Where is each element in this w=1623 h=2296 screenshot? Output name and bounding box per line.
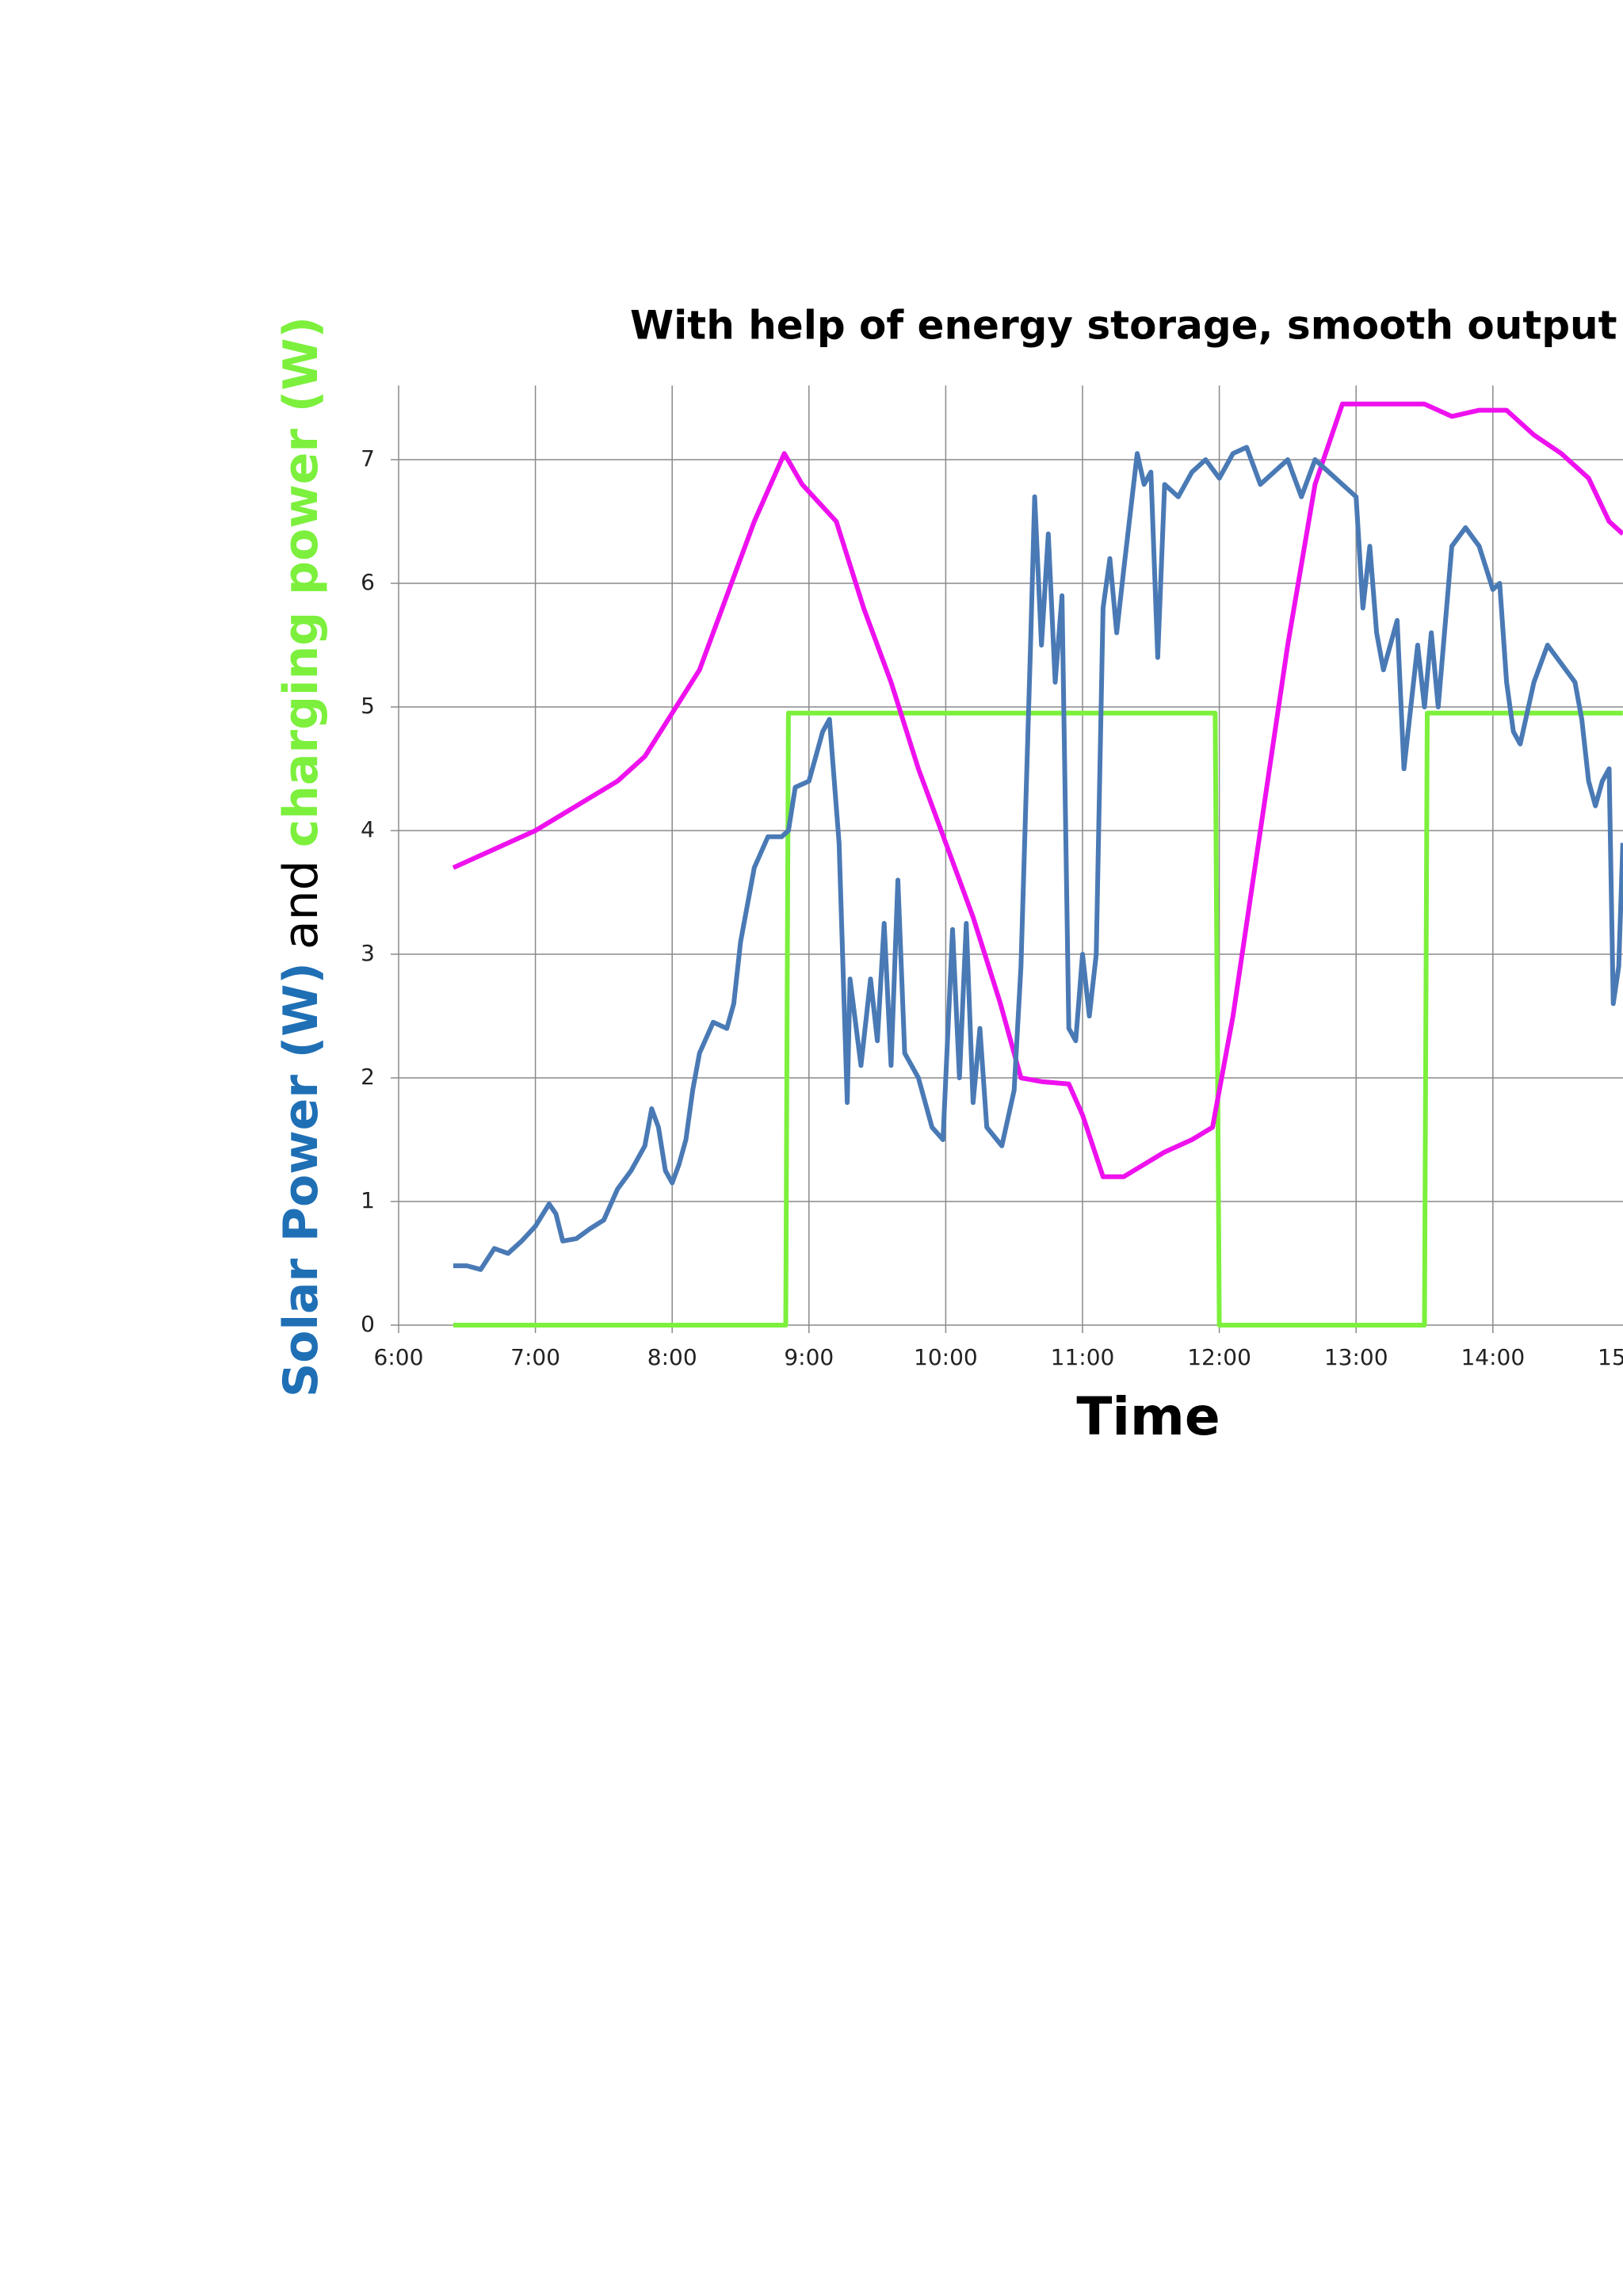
y-tick-label: 5 bbox=[361, 693, 375, 719]
y-tick-label: 6 bbox=[361, 569, 375, 595]
y-tick-label: 2 bbox=[361, 1064, 375, 1090]
x-tick-label: 10:00 bbox=[914, 1344, 978, 1370]
x-tick-label: 12:00 bbox=[1187, 1344, 1251, 1370]
y-tick-label: 4 bbox=[361, 816, 375, 842]
y-tick-label: 1 bbox=[361, 1187, 375, 1213]
series-line bbox=[453, 445, 1623, 1272]
x-tick-label: 9:00 bbox=[784, 1344, 834, 1370]
x-tick-label: 6:00 bbox=[374, 1344, 424, 1370]
x-tick-label: 14:00 bbox=[1461, 1344, 1525, 1370]
y-label-part: and bbox=[273, 860, 329, 949]
series-line bbox=[453, 710, 1623, 1328]
x-tick-label: 13:00 bbox=[1324, 1344, 1388, 1370]
y-axis-label: Solar Power (W) and charging power (W) bbox=[273, 316, 329, 1397]
y-tick-label: 3 bbox=[361, 940, 375, 966]
y-tick-label: 7 bbox=[361, 445, 375, 472]
x-tick-label: 11:00 bbox=[1051, 1344, 1115, 1370]
chart-title: With help of energy storage, smooth outp… bbox=[630, 303, 1623, 349]
series-line bbox=[452, 401, 1623, 1179]
x-tick-label: 7:00 bbox=[510, 1344, 560, 1370]
x-tick-label: 15:00 bbox=[1598, 1344, 1623, 1370]
y-label-part: Solar Power (W) bbox=[273, 962, 329, 1397]
y-tick-label: 0 bbox=[361, 1311, 375, 1337]
x-tick-label: 8:00 bbox=[647, 1344, 697, 1370]
x-axis-label: Time bbox=[1076, 1386, 1220, 1447]
y-label-part: charging power (W) bbox=[273, 316, 329, 847]
